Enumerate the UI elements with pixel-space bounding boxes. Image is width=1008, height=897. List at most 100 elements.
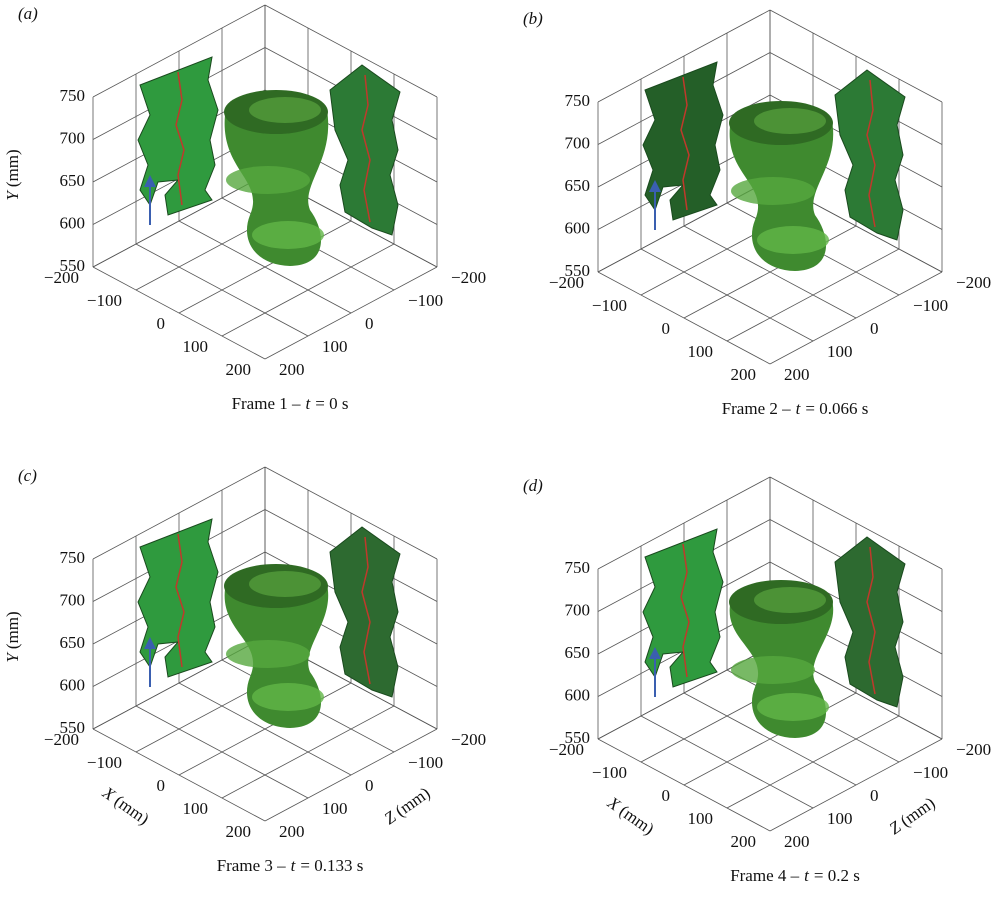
y-tick-label: 750 — [565, 91, 591, 110]
z-tick-label: 0 — [870, 786, 879, 805]
right-sheet — [834, 69, 906, 241]
grid-line — [726, 248, 900, 342]
x-tick-label: 200 — [226, 360, 252, 379]
x-tick-label: −200 — [44, 268, 79, 287]
grid-line — [769, 271, 943, 365]
z-tick-label: 200 — [279, 822, 305, 841]
x-tick-label: −100 — [87, 753, 122, 772]
left-sheet — [137, 518, 219, 678]
z-tick-label: −100 — [913, 763, 948, 782]
x-tick-label: 0 — [157, 314, 166, 333]
right-sheet — [834, 536, 906, 708]
x-tick-label: 0 — [662, 319, 671, 338]
grid-line — [92, 466, 266, 560]
y-tick-label: 700 — [565, 133, 591, 152]
caption-frame: Frame 4 – — [730, 866, 799, 885]
red-line — [680, 543, 690, 678]
z-label: Z(mm) — [381, 783, 434, 828]
grid-line — [264, 728, 438, 822]
caption-value: = 0.066 s — [805, 399, 868, 418]
y-tick-label: 750 — [60, 86, 86, 105]
axis-var: Y — [3, 652, 22, 663]
left-sheet — [137, 56, 219, 216]
axis-unit: (mm) — [897, 793, 939, 830]
z-tick-label: 0 — [365, 776, 374, 795]
left-sheet — [642, 61, 724, 221]
right-sheet — [329, 526, 401, 698]
grid-line — [135, 705, 309, 799]
caption-value: = 0.2 s — [814, 866, 860, 885]
grid-line — [264, 266, 438, 360]
y-tick-label: 550 — [565, 261, 591, 280]
caption-value: = 0 s — [315, 394, 348, 413]
y-tick-label: 700 — [565, 600, 591, 619]
z-tick-label: −200 — [956, 273, 991, 292]
x-tick-label: 100 — [183, 337, 209, 356]
red-line — [361, 74, 371, 223]
vortex-ring — [731, 656, 815, 684]
y-tick-label: 600 — [565, 685, 591, 704]
axis-var: Y — [3, 190, 22, 201]
caption: Frame 4 – t = 0.2 s — [730, 866, 860, 885]
red-line — [361, 536, 371, 685]
red-line — [175, 71, 185, 206]
caption-frame: Frame 2 – — [722, 399, 791, 418]
y-tick-label: 550 — [565, 728, 591, 747]
x-tick-label: −100 — [592, 296, 627, 315]
x-tick-label: 100 — [688, 809, 714, 828]
grid-line — [597, 476, 771, 570]
vortex-ring — [226, 640, 310, 668]
grid-line — [221, 243, 395, 337]
z-tick-label: 200 — [279, 360, 305, 379]
x-tick-label: 200 — [731, 365, 757, 384]
panel: (a) 550 600 650 700 750 −200 −100 0 100 200 −200 −10… — [3, 4, 486, 413]
y-tick-label: 750 — [60, 548, 86, 567]
panel: (b) 550 600 650 700 750 −200 −100 0 100 200 −200 −10… — [523, 9, 991, 418]
x-tick-label: 100 — [183, 799, 209, 818]
z-tick-label: 100 — [827, 342, 853, 361]
panel-label: (a) — [18, 4, 38, 23]
grid-line — [597, 9, 771, 103]
red-line — [175, 533, 185, 668]
vortex-inner — [249, 97, 321, 123]
vortex-inner — [754, 108, 826, 134]
vortex-inner — [754, 587, 826, 613]
x-tick-label: −200 — [44, 730, 79, 749]
vortex-ring — [252, 683, 324, 711]
x-tick-label: −200 — [549, 740, 584, 759]
grid-line — [264, 4, 438, 98]
grid-line — [597, 271, 771, 365]
y-tick-label: 550 — [60, 718, 86, 737]
y-label: Y (mm) — [3, 611, 22, 662]
grid-line — [640, 715, 814, 809]
z-tick-label: −100 — [408, 753, 443, 772]
grid-line — [92, 728, 266, 822]
y-tick-label: 650 — [565, 176, 591, 195]
grid-line — [597, 738, 771, 832]
arrowhead — [649, 180, 661, 192]
grid-line — [640, 248, 814, 342]
arrowhead — [649, 647, 661, 659]
panel-label: (c) — [18, 466, 37, 485]
grid-line — [726, 715, 900, 809]
z-tick-label: 100 — [827, 809, 853, 828]
axis-unit: (mm) — [616, 801, 658, 838]
vortex-inner — [249, 571, 321, 597]
grid-line — [92, 266, 266, 360]
caption-var: t — [291, 856, 297, 875]
y-tick-label: 600 — [60, 213, 86, 232]
x-tick-label: 0 — [662, 786, 671, 805]
arrowhead — [144, 637, 156, 649]
z-tick-label: −200 — [451, 268, 486, 287]
y-tick-label: 700 — [60, 590, 86, 609]
z-label: Z(mm) — [886, 793, 939, 838]
y-label: Y (mm) — [3, 149, 22, 200]
vortex-ring — [252, 221, 324, 249]
panel-label: (d) — [523, 476, 543, 495]
grid-line — [683, 692, 857, 786]
grid-line — [769, 476, 943, 570]
y-tick-label: 600 — [565, 218, 591, 237]
y-tick-label: 650 — [60, 171, 86, 190]
caption-var: t — [804, 866, 810, 885]
